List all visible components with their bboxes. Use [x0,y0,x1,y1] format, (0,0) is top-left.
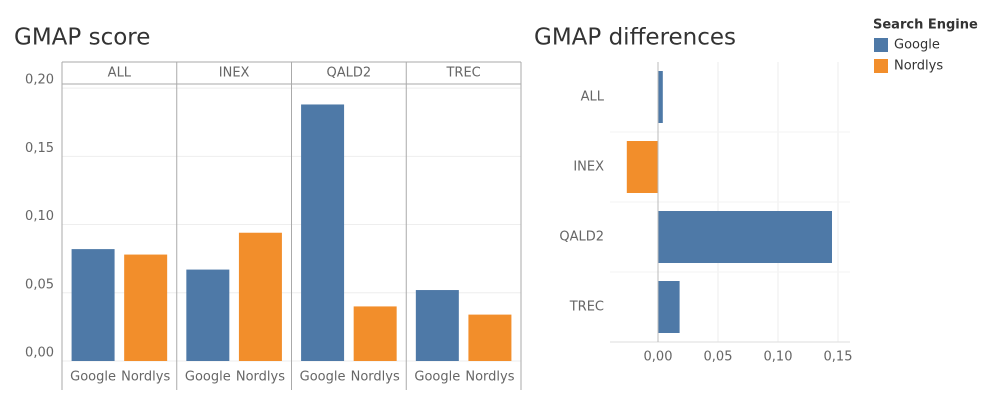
x-tick-label: 0,00 [644,350,673,365]
legend-swatch [874,38,888,52]
x-tick-label: Nordlys [121,370,170,385]
x-tick-label: Nordlys [465,370,514,385]
bar [658,71,663,123]
y-tick-label: ALL [581,90,605,105]
bar [415,290,459,361]
chart-title: GMAP differences [534,25,736,51]
y-tick-label: 0,05 [25,277,54,292]
legend-label: Nordlys [894,59,943,74]
x-tick-label: 0,05 [704,350,733,365]
x-tick-label: Google [70,370,116,385]
bar [626,141,658,193]
bar [71,249,115,361]
y-tick-label: 0,15 [25,141,54,156]
y-tick-label: 0,10 [25,209,54,224]
legend-title: Search Engine [873,18,978,33]
legend-swatch [874,59,888,73]
facet-label: QALD2 [327,66,372,81]
y-tick-label: 0,00 [25,346,54,361]
x-tick-label: 0,10 [764,350,793,365]
x-tick-label: Nordlys [236,370,285,385]
y-tick-label: INEX [573,160,604,175]
x-tick-label: Google [300,370,346,385]
bar [658,281,680,333]
bar [186,269,230,361]
facet-label: ALL [108,66,132,81]
x-tick-label: 0,15 [824,350,853,365]
bar [353,306,397,361]
x-tick-label: Nordlys [351,370,400,385]
legend-label: Google [894,38,940,53]
x-tick-label: Google [414,370,460,385]
y-tick-label: QALD2 [559,230,604,245]
facet-label: TREC [445,66,480,81]
y-tick-label: 0,20 [25,73,54,88]
x-tick-label: Google [185,370,231,385]
chart-title: GMAP score [14,25,150,51]
bar [468,314,512,361]
bar [301,104,345,361]
bar [124,254,168,361]
facet-label: INEX [219,66,250,81]
bar [238,232,282,361]
y-tick-label: TREC [569,300,604,315]
bar [658,211,832,263]
